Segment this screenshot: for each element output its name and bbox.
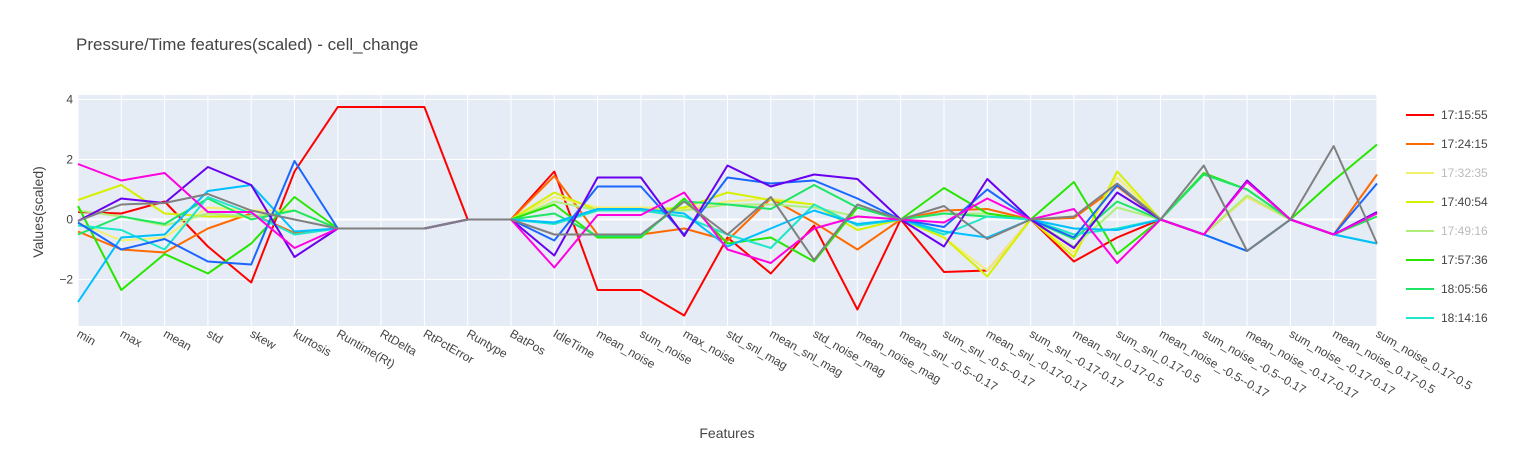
legend-label: 17:57:36 bbox=[1441, 253, 1488, 267]
legend-label: 17:40:54 bbox=[1441, 195, 1488, 209]
legend-label: 17:49:16 bbox=[1441, 224, 1488, 238]
series-line bbox=[77, 145, 1378, 261]
legend-label: 17:32:35 bbox=[1441, 166, 1488, 180]
y-axis-title: Values(scaled) bbox=[30, 166, 46, 258]
y-tick-label: −2 bbox=[59, 273, 73, 287]
legend-label: 18:05:56 bbox=[1441, 282, 1488, 296]
legend-label: 17:24:15 bbox=[1441, 137, 1488, 151]
chart-title: Pressure/Time features(scaled) - cell_ch… bbox=[76, 35, 418, 54]
legend: 17:15:55 17:24:15 17:32:35 17:40:54 17:49:16… bbox=[1406, 108, 1488, 325]
x-axis-title: Features bbox=[699, 425, 754, 441]
y-tick-label: 2 bbox=[66, 153, 73, 167]
y-tick-label: 4 bbox=[66, 93, 73, 107]
y-tick-label: 0 bbox=[66, 213, 73, 227]
legend-label: 18:14:16 bbox=[1441, 311, 1488, 325]
legend-label: 17:15:55 bbox=[1441, 108, 1488, 122]
x-tick-label: std bbox=[204, 326, 225, 346]
